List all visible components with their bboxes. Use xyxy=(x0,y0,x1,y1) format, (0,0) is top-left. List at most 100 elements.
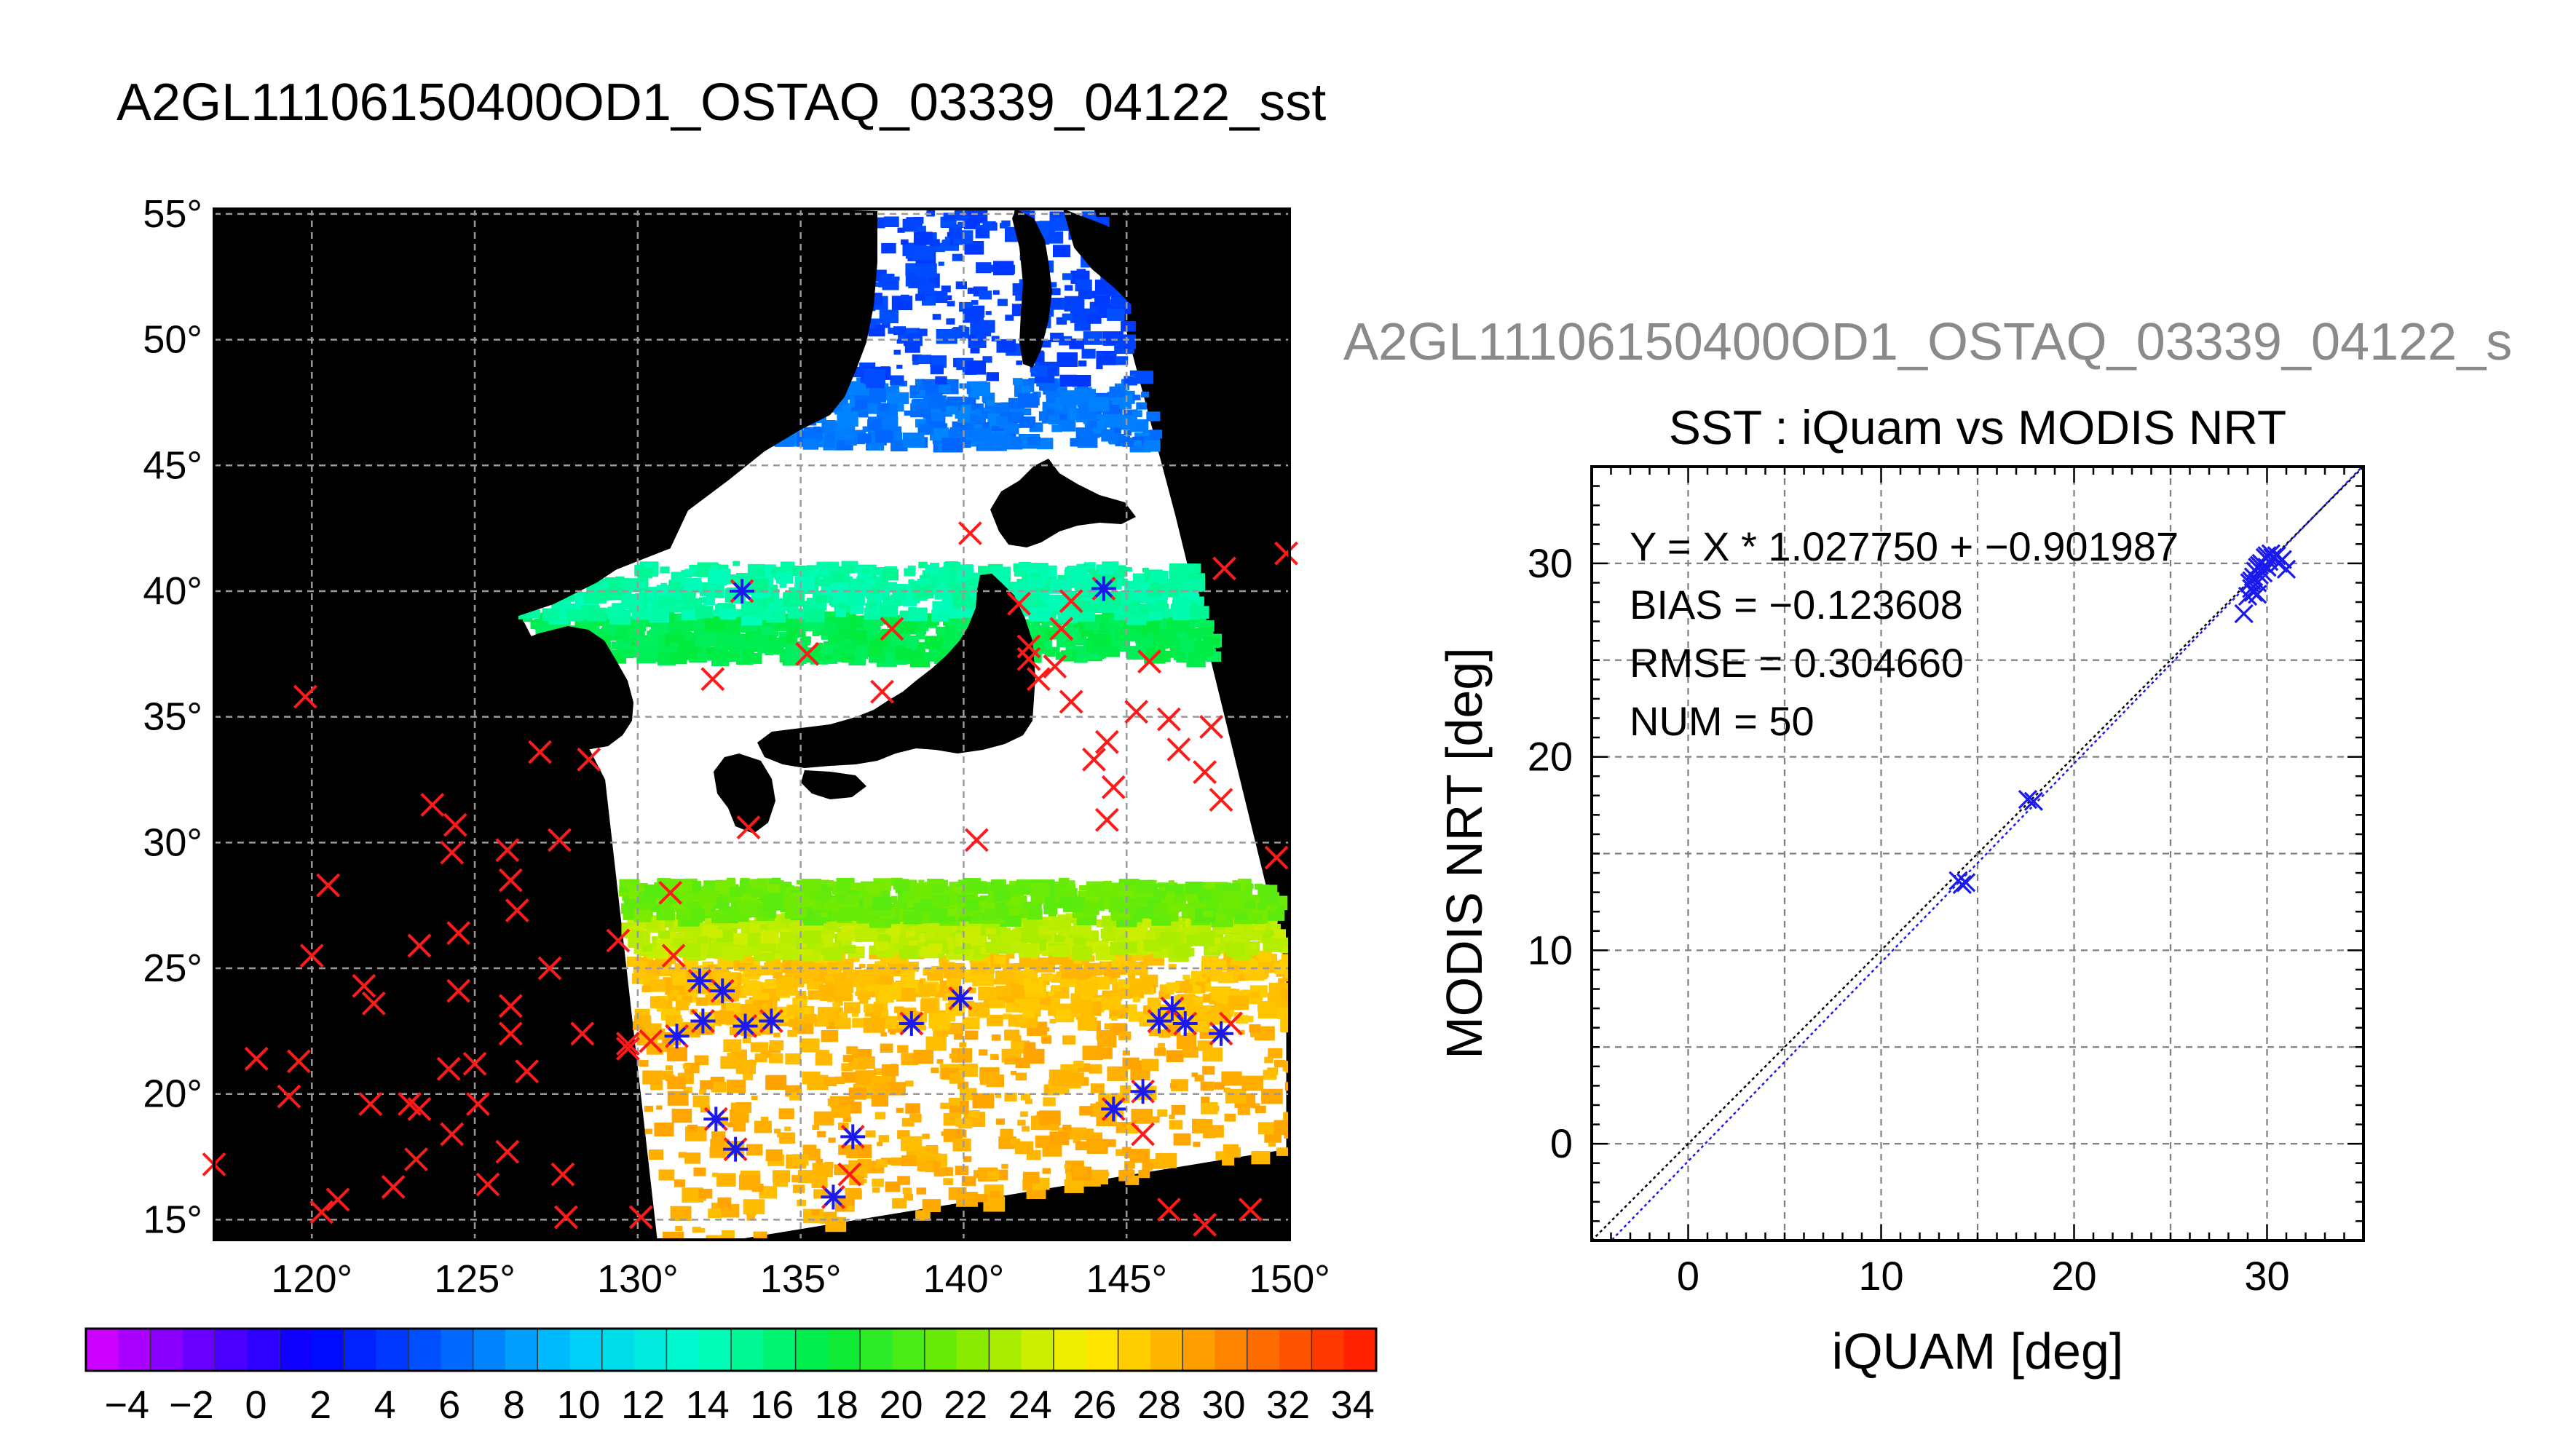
map-markers xyxy=(202,521,1298,1237)
sst-pixel xyxy=(1064,1164,1072,1169)
sst-pixel xyxy=(840,648,848,654)
sst-pixel xyxy=(584,593,600,604)
sst-pixel xyxy=(1090,1083,1105,1093)
sst-pixel xyxy=(754,1120,772,1133)
sst-pixel xyxy=(972,970,995,986)
sst-pixel xyxy=(949,427,961,435)
sst-pixel xyxy=(812,1125,820,1130)
sst-pixel xyxy=(913,1050,933,1064)
sst-pixel xyxy=(903,891,916,901)
sst-pixel xyxy=(968,579,976,585)
sst-pixel xyxy=(1121,933,1128,939)
sst-pixel xyxy=(976,262,992,274)
colorbar-cell xyxy=(441,1329,474,1371)
sst-pixel xyxy=(816,1158,824,1164)
sst-pixel xyxy=(967,882,983,893)
sst-pixel xyxy=(657,652,674,664)
sst-pixel xyxy=(827,1098,839,1107)
sst-pixel xyxy=(1104,967,1121,978)
sst-pixel xyxy=(915,585,934,598)
matchup-marker xyxy=(1101,1096,1126,1122)
scatter-point xyxy=(2243,582,2264,602)
sst-pixel xyxy=(979,1049,988,1056)
iquam-marker xyxy=(498,1021,523,1046)
sst-pixel xyxy=(762,893,784,909)
sst-pixel xyxy=(866,646,882,657)
sst-pixel xyxy=(846,1046,858,1055)
matchup-marker xyxy=(732,1013,758,1039)
sst-pixel xyxy=(913,390,920,395)
sst-pixel xyxy=(1186,894,1198,902)
sst-pixel xyxy=(791,968,806,977)
colorbar-cell xyxy=(150,1329,183,1371)
sst-pixel xyxy=(1056,971,1063,976)
colorbar-cell xyxy=(731,1329,765,1371)
sst-pixel xyxy=(1173,1133,1191,1146)
sst-pixel xyxy=(684,1152,701,1164)
sst-pixel xyxy=(861,923,869,929)
sst-pixel xyxy=(1252,909,1259,914)
sst-pixel xyxy=(1155,1152,1177,1168)
sst-pixel xyxy=(897,227,905,233)
sst-pixel xyxy=(850,882,861,890)
sst-pixel xyxy=(1041,1037,1052,1044)
sst-pixel xyxy=(858,411,869,418)
sst-pixel xyxy=(644,561,653,569)
sst-pixel xyxy=(905,930,915,938)
matchup-marker xyxy=(690,1008,716,1034)
sst-pixel xyxy=(877,1142,883,1147)
sst-pixel xyxy=(1078,360,1087,367)
sst-pixel xyxy=(1047,597,1067,612)
sst-pixel xyxy=(946,318,955,325)
sst-pixel xyxy=(1278,978,1285,984)
sst-pixel xyxy=(860,647,868,653)
iquam-marker xyxy=(505,898,529,922)
scatter-point xyxy=(1952,874,1972,895)
sst-pixel xyxy=(841,1072,857,1083)
sst-pixel xyxy=(1073,924,1091,937)
sst-pixel xyxy=(714,592,722,598)
sst-pixel xyxy=(647,979,666,992)
sst-pixel xyxy=(1143,930,1153,937)
land-hokkaido xyxy=(990,459,1136,547)
sst-pixel xyxy=(1103,880,1113,887)
colorbar-tick-label: 26 xyxy=(1073,1383,1116,1427)
sst-pixel xyxy=(619,579,639,593)
sst-pixel xyxy=(1091,896,1099,902)
sst-pixel xyxy=(629,931,650,946)
sst-pixel xyxy=(692,1227,701,1233)
sst-pixel xyxy=(1076,980,1098,996)
sst-pixel xyxy=(769,1040,784,1051)
sst-pixel xyxy=(732,561,740,566)
sst-pixel xyxy=(964,927,980,938)
sst-pixel xyxy=(968,987,976,994)
scatter-y-tick-label: 0 xyxy=(1550,1120,1573,1166)
sst-pixel xyxy=(566,609,584,622)
sst-pixel xyxy=(1166,1050,1184,1063)
land-kyushu xyxy=(714,753,775,834)
sst-pixel xyxy=(955,1118,968,1127)
sst-pixel xyxy=(1078,290,1092,300)
sst-pixel xyxy=(1182,1046,1198,1058)
sst-pixel xyxy=(965,1030,979,1040)
sst-pixel xyxy=(904,962,919,972)
sst-pixel xyxy=(881,960,888,965)
colorbar-cell xyxy=(892,1329,925,1371)
sst-pixel xyxy=(874,579,888,590)
sst-pixel xyxy=(912,903,920,909)
sst-pixel xyxy=(1177,930,1185,935)
sst-pixel xyxy=(833,648,845,656)
sst-pixel xyxy=(1096,350,1117,365)
sst-pixel xyxy=(1193,641,1215,657)
sst-pixel xyxy=(934,991,944,998)
sst-pixel xyxy=(626,630,634,636)
sst-pixel xyxy=(1048,380,1059,389)
sst-pixel xyxy=(1207,1013,1223,1025)
land-shikoku xyxy=(801,770,866,799)
sst-pixel xyxy=(916,389,925,397)
sst-pixel xyxy=(1129,886,1140,894)
sst-pixel xyxy=(1049,579,1071,594)
sst-pixel xyxy=(1075,417,1084,423)
sst-pixel xyxy=(594,618,605,626)
sst-pixel xyxy=(695,631,716,647)
